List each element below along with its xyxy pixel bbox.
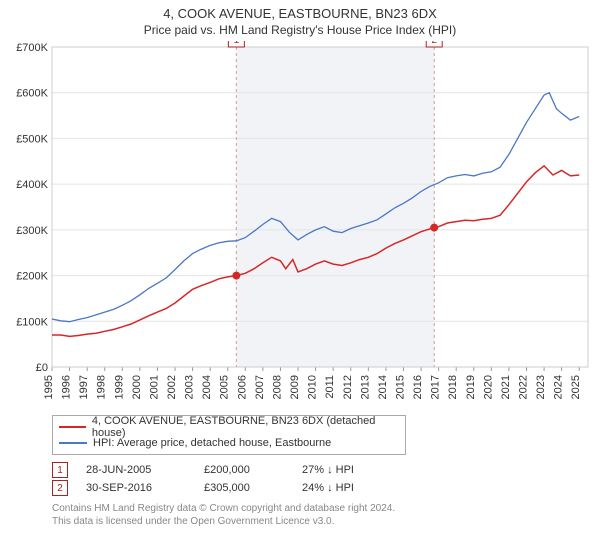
svg-text:2004: 2004	[201, 375, 213, 399]
sale-price: £305,000	[204, 482, 284, 494]
legend: 4, COOK AVENUE, EASTBOURNE, BN23 6DX (de…	[52, 415, 406, 455]
svg-text:2021: 2021	[500, 375, 512, 399]
chart: £0 £100K £200K £300K £400K £500K £600K £700K 199…	[6, 41, 594, 409]
svg-text:2008: 2008	[271, 375, 283, 399]
footer: Contains HM Land Registry data © Crown c…	[52, 503, 590, 528]
svg-text:£100K: £100K	[16, 316, 48, 328]
titles: 4, COOK AVENUE, EASTBOURNE, BN23 6DX Pri…	[6, 4, 594, 41]
sale-date: 30-SEP-2016	[86, 482, 186, 494]
legend-label: HPI: Average price, detached house, East…	[93, 437, 331, 449]
sale-index-badge: 2	[52, 480, 68, 496]
svg-text:2014: 2014	[377, 375, 389, 399]
svg-text:2025: 2025	[570, 375, 582, 399]
svg-text:£700K: £700K	[16, 42, 48, 54]
page: 4, COOK AVENUE, EASTBOURNE, BN23 6DX Pri…	[0, 0, 600, 560]
svg-text:2016: 2016	[412, 375, 424, 399]
svg-text:2019: 2019	[465, 375, 477, 399]
svg-text:2015: 2015	[394, 375, 406, 399]
legend-label: 4, COOK AVENUE, EASTBOURNE, BN23 6DX (de…	[92, 415, 399, 439]
svg-text:1999: 1999	[113, 375, 125, 399]
svg-text:1996: 1996	[61, 375, 73, 399]
svg-text:2024: 2024	[553, 375, 565, 399]
svg-text:2010: 2010	[307, 375, 319, 399]
sales-table: 1 28-JUN-2005 £200,000 27% ↓ HPI 2 30-SE…	[52, 461, 590, 497]
svg-text:1: 1	[234, 41, 240, 46]
footer-line: This data is licensed under the Open Gov…	[52, 516, 590, 529]
svg-text:£500K: £500K	[16, 133, 48, 145]
svg-text:£300K: £300K	[16, 225, 48, 237]
sale-price: £200,000	[204, 464, 284, 476]
svg-text:2023: 2023	[535, 375, 547, 399]
legend-row: 4, COOK AVENUE, EASTBOURNE, BN23 6DX (de…	[59, 419, 399, 435]
svg-text:2001: 2001	[148, 375, 160, 399]
title-address: 4, COOK AVENUE, EASTBOURNE, BN23 6DX	[6, 6, 594, 21]
svg-text:2020: 2020	[482, 375, 494, 399]
svg-text:2011: 2011	[324, 375, 336, 399]
svg-text:2003: 2003	[184, 375, 196, 399]
svg-text:£200K: £200K	[16, 271, 48, 283]
svg-text:£400K: £400K	[16, 179, 48, 191]
legend-swatch	[59, 442, 87, 444]
sale-row: 2 30-SEP-2016 £305,000 24% ↓ HPI	[52, 479, 590, 497]
svg-text:2013: 2013	[359, 375, 371, 399]
svg-text:2000: 2000	[131, 375, 143, 399]
svg-text:2006: 2006	[236, 375, 248, 399]
svg-text:1995: 1995	[43, 375, 55, 399]
chart-svg: £0 £100K £200K £300K £400K £500K £600K £700K 199…	[6, 41, 594, 409]
svg-text:2: 2	[431, 41, 437, 46]
svg-text:2018: 2018	[447, 375, 459, 399]
svg-text:1997: 1997	[78, 375, 90, 399]
svg-text:£600K: £600K	[16, 88, 48, 100]
footer-line: Contains HM Land Registry data © Crown c…	[52, 503, 590, 516]
svg-text:2005: 2005	[219, 375, 231, 399]
svg-text:2009: 2009	[289, 375, 301, 399]
svg-text:2007: 2007	[254, 375, 266, 399]
svg-text:2017: 2017	[430, 375, 442, 399]
svg-text:2022: 2022	[517, 375, 529, 399]
svg-text:2012: 2012	[342, 375, 354, 399]
sale-delta: 24% ↓ HPI	[302, 482, 392, 494]
svg-text:£0: £0	[36, 362, 48, 374]
sale-index-badge: 1	[52, 462, 68, 478]
sale-row: 1 28-JUN-2005 £200,000 27% ↓ HPI	[52, 461, 590, 479]
sale-delta: 27% ↓ HPI	[302, 464, 392, 476]
svg-text:1998: 1998	[96, 375, 108, 399]
sale-date: 28-JUN-2005	[86, 464, 186, 476]
svg-text:2002: 2002	[166, 375, 178, 399]
legend-swatch	[59, 426, 86, 428]
title-sub: Price paid vs. HM Land Registry's House …	[6, 23, 594, 37]
